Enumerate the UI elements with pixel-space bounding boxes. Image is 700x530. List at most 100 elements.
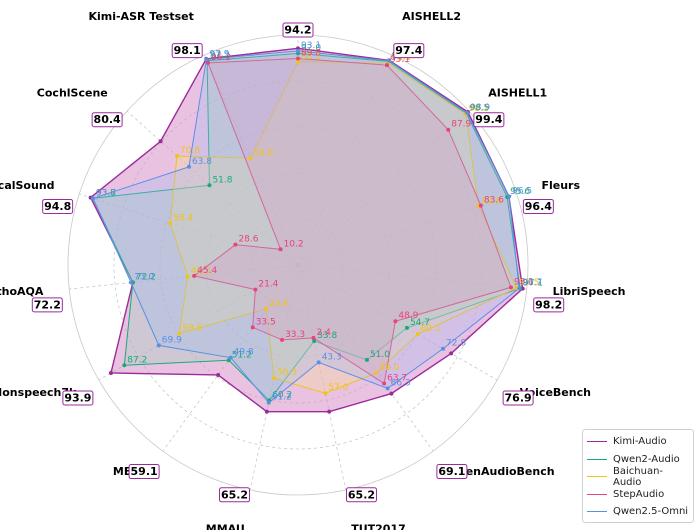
value-label-qwen2-5-omni: 63.8 <box>192 157 212 167</box>
legend-label: Qwen2.5-Omni <box>613 506 689 518</box>
value-label-qwen2-5-omni: 93.1 <box>301 41 321 51</box>
kimi-value-label: 72.2 <box>34 298 61 311</box>
axis-label-kimi-asr-testset: Kimi-ASR Testset <box>88 10 193 23</box>
data-point-stepaudio <box>296 56 300 61</box>
kimi-value-box <box>393 43 425 59</box>
kimi-value-label: 65.2 <box>348 488 375 501</box>
value-label-stepaudio: 28.6 <box>238 235 258 245</box>
value-label-qwen2-audio: 87.2 <box>127 355 147 365</box>
data-point-baichuan-audio <box>374 370 379 375</box>
legend-item-qwen2-5-omni: Qwen2.5-Omni <box>587 503 689 521</box>
value-label-qwen2-audio: 97.2 <box>210 51 230 61</box>
kimi-value-box <box>282 22 314 38</box>
axis-label-voicebench: VoiceBench <box>520 386 591 399</box>
series-area-stepaudio <box>192 57 512 385</box>
value-label-qwen2-audio: 92.0 <box>301 43 321 53</box>
value-label-qwen2-audio: 51.0 <box>370 350 390 360</box>
value-label-stepaudio: 93.1 <box>514 277 534 287</box>
legend-item-kimi-audio: Kimi-Audio <box>587 433 689 451</box>
value-label-qwen2-5-omni: 49.8 <box>234 348 254 358</box>
legend-label: StepAudio <box>613 488 665 500</box>
value-label-qwen2-5-omni: 98.9 <box>470 103 490 113</box>
value-label-qwen2-5-omni: 61.2 <box>272 393 292 403</box>
value-label-qwen2-5-omni: 97.9 <box>209 49 229 59</box>
data-point-qwen2-5-omni <box>507 194 512 199</box>
data-point-baichuan-audio <box>323 391 328 396</box>
data-point-qwen2-5-omni <box>186 164 191 169</box>
value-label-qwen2-audio: 93.8 <box>96 188 116 198</box>
value-label-baichuan-audio: 96.1 <box>391 53 411 63</box>
data-point-kimi-audio <box>264 409 269 414</box>
data-point-qwen2-audio <box>404 325 409 330</box>
value-label-baichuan-audio: 82.6 <box>482 196 502 206</box>
data-point-stepaudio <box>253 287 258 292</box>
value-label-qwen2-audio: 72.2 <box>136 272 156 282</box>
kimi-value-label: 98.1 <box>174 44 201 57</box>
data-point-baichuan-audio <box>264 306 269 311</box>
legend-swatch <box>587 458 607 460</box>
kimi-value-box <box>436 464 468 480</box>
kimi-value-label: 76.9 <box>505 392 532 405</box>
kimi-value-label: 97.4 <box>395 44 422 57</box>
value-label-stepaudio: 63.7 <box>387 374 407 384</box>
data-point-stepaudio <box>278 247 283 252</box>
chart-legend: Kimi-Audio Qwen2-Audio Baichuan-Audio StepA… <box>582 429 694 523</box>
axis-label-nonspeech7k: Nonspeech7k <box>0 386 77 399</box>
value-label-baichuan-audio: 98.1 <box>469 104 489 114</box>
axis-label-mmau: MMAU <box>206 522 245 530</box>
data-point-kimi-audio <box>327 409 332 414</box>
data-point-kimi-audio <box>389 391 394 396</box>
value-label-baichuan-audio: 23.6 <box>269 299 289 309</box>
kimi-value-box <box>62 390 94 406</box>
kimi-value-box <box>91 112 123 128</box>
axis-label-vocalsound: VocalSound <box>0 179 55 192</box>
data-point-stepaudio <box>393 319 398 324</box>
value-label-baichuan-audio: 70.8 <box>180 146 200 156</box>
legend-swatch <box>587 511 607 513</box>
data-point-stepaudio <box>233 242 238 247</box>
kimi-value-box <box>502 390 534 406</box>
value-label-stepaudio: 45.4 <box>197 266 217 276</box>
kimi-value-box <box>473 112 505 128</box>
value-label-stepaudio: 33.3 <box>285 330 305 340</box>
kimi-value-box <box>128 464 160 480</box>
data-point-baichuan-audio <box>177 331 182 336</box>
axis-label-clothoaqa: ClothoAQA <box>0 285 44 298</box>
value-label-baichuan-audio: 88.3 <box>301 52 321 62</box>
kimi-value-box <box>522 198 554 214</box>
radar-value-labels: 92.096.998.595.697.154.751.033.860.251.2… <box>96 41 543 403</box>
data-point-qwen2-5-omni <box>386 58 391 63</box>
value-label-stepaudio: 33.5 <box>256 317 276 327</box>
data-point-baichuan-audio <box>415 332 420 337</box>
data-point-qwen2-5-omni <box>228 355 233 360</box>
data-point-qwen2-audio <box>122 363 127 368</box>
data-point-kimi-audio <box>108 370 113 375</box>
data-point-baichuan-audio <box>248 156 253 161</box>
value-label-qwen2-audio: 33.8 <box>317 331 337 341</box>
value-label-qwen2-audio: 97.1 <box>523 278 543 288</box>
axis-label-cochlscene: CochlScene <box>37 87 108 100</box>
kimi-value-label: 94.8 <box>44 200 71 213</box>
legend-swatch <box>587 476 607 478</box>
value-label-qwen2-5-omni: 72.8 <box>446 339 466 349</box>
kimi-value-box <box>533 297 565 313</box>
axis-label-aishell1: AISHELL1 <box>488 87 547 100</box>
data-point-kimi-audio <box>158 139 163 144</box>
data-point-baichuan-audio <box>168 221 173 226</box>
data-point-qwen2-5-omni <box>204 57 209 62</box>
data-point-stepaudio <box>382 381 387 386</box>
data-point-stepaudio <box>446 127 451 132</box>
kimi-value-label: 99.4 <box>475 113 502 126</box>
axis-label-openaudiobench: OpenAudioBench <box>448 465 554 478</box>
axis-label-aishell2: AISHELL2 <box>402 10 461 23</box>
data-point-qwen2-5-omni <box>296 48 300 53</box>
value-label-stepaudio: 89.8 <box>301 48 321 58</box>
kimi-value-label: 80.4 <box>94 113 121 126</box>
value-label-stepaudio: 95.1 <box>390 55 410 65</box>
data-point-qwen2-5-omni <box>129 280 134 285</box>
data-point-stepaudio <box>280 337 285 342</box>
data-point-qwen2-5-omni <box>385 386 390 391</box>
value-label-qwen2-5-omni: 93.7 <box>96 188 116 198</box>
value-label-qwen2-5-omni: 69.9 <box>162 335 182 345</box>
value-label-baichuan-audio: 58.4 <box>173 213 193 223</box>
